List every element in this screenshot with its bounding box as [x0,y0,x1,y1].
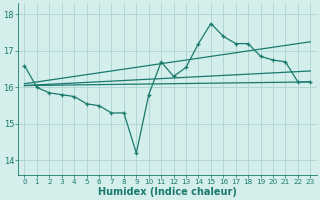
X-axis label: Humidex (Indice chaleur): Humidex (Indice chaleur) [98,187,237,197]
